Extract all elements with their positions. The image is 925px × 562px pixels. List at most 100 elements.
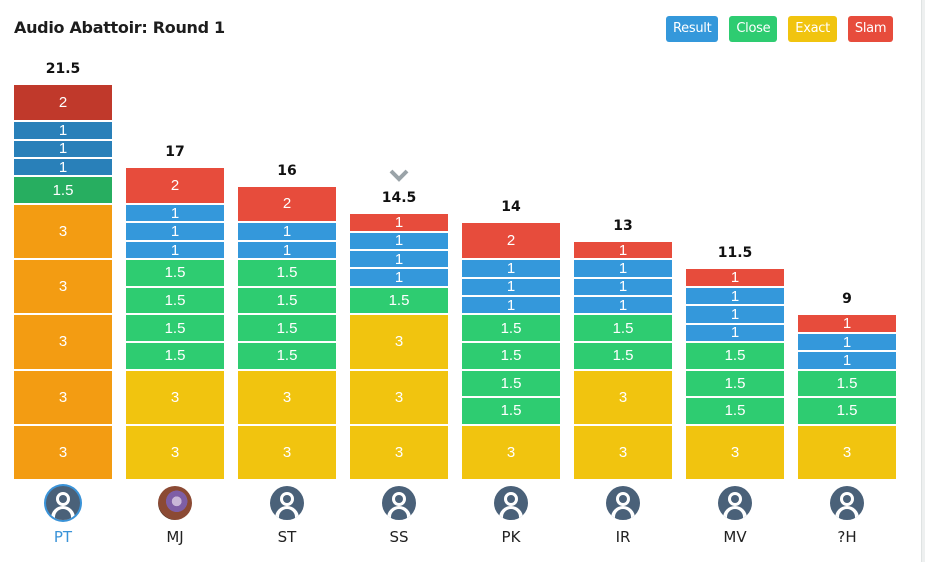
bar-segment-close[interactable]: 1.5 — [462, 343, 560, 369]
bar-segment-slam[interactable]: 2 — [14, 85, 112, 121]
bar-segment-close[interactable]: 1.5 — [798, 398, 896, 424]
user-avatar-icon[interactable] — [830, 486, 864, 520]
avatar-head — [504, 492, 518, 506]
bar-segment-result[interactable]: 1 — [350, 269, 448, 286]
bar-segment-result[interactable]: 1 — [574, 260, 672, 277]
legend-result-button[interactable]: Result — [666, 16, 719, 42]
player-PK[interactable]: PK — [462, 486, 560, 546]
bar-segment-close[interactable]: 1.5 — [574, 343, 672, 369]
player-initials: MV — [723, 528, 747, 546]
bar-segment-result[interactable]: 1 — [798, 334, 896, 351]
bar-segment-close[interactable]: 1.5 — [350, 287, 448, 314]
bar-segment-close[interactable]: 1.5 — [462, 315, 560, 341]
bar-segment-slam[interactable]: 2 — [238, 186, 336, 222]
legend: Result Close Exact Slam — [666, 16, 894, 42]
bar-segment-close[interactable]: 1.5 — [126, 260, 224, 286]
bar-segment-result[interactable]: 1 — [14, 140, 112, 157]
bar-segment-exact[interactable]: 3 — [350, 425, 448, 479]
user-avatar-icon[interactable] — [606, 486, 640, 520]
bar-segment-result[interactable]: 1 — [14, 159, 112, 176]
bar-segment-exact[interactable]: 3 — [350, 370, 448, 424]
bar-segment-exact[interactable]: 3 — [14, 205, 112, 259]
scrollbar[interactable] — [921, 0, 925, 562]
bar-segment-exact[interactable]: 3 — [14, 315, 112, 369]
bar-segment-result[interactable]: 1 — [126, 223, 224, 240]
bar-segment-result[interactable]: 1 — [798, 352, 896, 369]
bar-segment-close[interactable]: 1.5 — [574, 315, 672, 341]
bar-segment-close[interactable]: 1.5 — [238, 343, 336, 369]
user-avatar-icon[interactable] — [382, 486, 416, 520]
avatar-head — [280, 492, 294, 506]
bar-segment-exact[interactable]: 3 — [238, 425, 336, 479]
bar-segment-exact[interactable]: 3 — [350, 315, 448, 369]
user-avatar-icon[interactable] — [494, 486, 528, 520]
bar-segment-close[interactable]: 1.5 — [126, 343, 224, 369]
bar-segment-result[interactable]: 1 — [686, 306, 784, 323]
bar-segment-close[interactable]: 1.5 — [686, 370, 784, 397]
user-avatar-icon[interactable] — [46, 486, 80, 520]
bar-segment-close[interactable]: 1.5 — [126, 315, 224, 341]
player-?H[interactable]: ?H — [798, 486, 896, 546]
bar-segment-result[interactable]: 1 — [462, 278, 560, 295]
bar-segment-close[interactable]: 1.5 — [238, 287, 336, 314]
bar-segment-close[interactable]: 1.5 — [238, 315, 336, 341]
bar-segment-result[interactable]: 1 — [462, 260, 560, 277]
avatar-head — [56, 492, 70, 506]
bar-segment-result[interactable]: 1 — [686, 288, 784, 305]
legend-slam-button[interactable]: Slam — [847, 16, 894, 42]
bar-segment-close[interactable]: 1.5 — [14, 177, 112, 203]
legend-close-button[interactable]: Close — [729, 16, 778, 42]
total-label: 11.5 — [717, 245, 753, 262]
player-IR[interactable]: IR — [574, 486, 672, 546]
bar-segment-close[interactable]: 1.5 — [238, 260, 336, 286]
avatar-photo[interactable] — [158, 486, 192, 520]
player-MV[interactable]: MV — [686, 486, 784, 546]
bar-segment-exact[interactable]: 3 — [126, 370, 224, 424]
bar-segment-close[interactable]: 1.5 — [686, 343, 784, 369]
bar-segment-slam[interactable]: 1 — [574, 242, 672, 259]
bar-segment-exact[interactable]: 3 — [126, 425, 224, 479]
bar-segment-exact[interactable]: 3 — [686, 425, 784, 479]
player-ST[interactable]: ST — [238, 486, 336, 546]
bar-segment-slam[interactable]: 1 — [798, 315, 896, 332]
bar-segment-result[interactable]: 1 — [350, 251, 448, 268]
player-PT[interactable]: PT — [14, 486, 112, 546]
bar-segment-close[interactable]: 1.5 — [686, 398, 784, 424]
total-label: 17 — [165, 144, 185, 161]
user-avatar-icon[interactable] — [718, 486, 752, 520]
bar-segment-result[interactable]: 1 — [238, 242, 336, 259]
player-MJ[interactable]: MJ — [126, 486, 224, 546]
bar-segment-exact[interactable]: 3 — [574, 425, 672, 479]
bar-segment-result[interactable]: 1 — [686, 324, 784, 341]
bar-segment-close[interactable]: 1.5 — [462, 370, 560, 397]
bar-segment-exact[interactable]: 3 — [574, 370, 672, 424]
bar-segment-slam[interactable]: 1 — [686, 269, 784, 286]
user-avatar-icon[interactable] — [270, 486, 304, 520]
bar-segment-result[interactable]: 1 — [574, 297, 672, 314]
bar-segment-result[interactable]: 1 — [350, 232, 448, 249]
player-initials: IR — [615, 528, 631, 546]
bar-segment-close[interactable]: 1.5 — [126, 287, 224, 314]
bar-segment-result[interactable]: 1 — [574, 278, 672, 295]
bar-segment-slam[interactable]: 2 — [126, 168, 224, 203]
bar-segment-result[interactable]: 1 — [462, 297, 560, 314]
bar-segment-exact[interactable]: 3 — [14, 260, 112, 314]
bar-segment-slam[interactable]: 1 — [350, 214, 448, 231]
bar-segment-result[interactable]: 1 — [126, 205, 224, 222]
bar-segment-close[interactable]: 1.5 — [462, 398, 560, 424]
bar-segment-exact[interactable]: 3 — [462, 425, 560, 479]
bar-segment-exact[interactable]: 3 — [238, 370, 336, 424]
bar-segment-close[interactable]: 1.5 — [798, 370, 896, 397]
legend-exact-button[interactable]: Exact — [788, 16, 837, 42]
bar-segment-exact[interactable]: 3 — [14, 370, 112, 424]
chevron-down-icon — [389, 169, 409, 183]
bar-segment-result[interactable]: 1 — [14, 122, 112, 139]
bar-segment-result[interactable]: 1 — [126, 242, 224, 259]
avatar-body — [723, 506, 747, 520]
total-label: 14.5 — [381, 190, 417, 207]
bar-segment-result[interactable]: 1 — [238, 223, 336, 240]
bar-segment-slam[interactable]: 2 — [462, 223, 560, 259]
player-SS[interactable]: SS — [350, 486, 448, 546]
bar-segment-exact[interactable]: 3 — [14, 425, 112, 479]
bar-segment-exact[interactable]: 3 — [798, 425, 896, 479]
